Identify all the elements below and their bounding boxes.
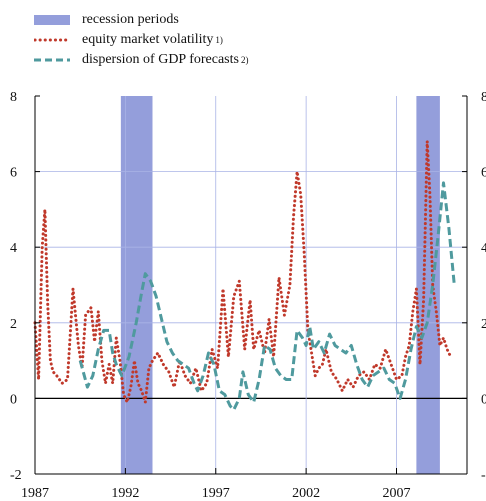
legend-swatch-volatility [34,38,70,42]
recession-bar-1 [416,96,440,474]
y-tick-label-right-5: 8 [481,90,486,105]
x-tick-label-1: 1992 [111,486,139,501]
y-tick-label-right-4: 6 [481,166,486,181]
y-tick-label-left-0: -2 [10,468,22,483]
legend-item-recession: recession periods [34,10,248,30]
y-tick-label-left-2: 2 [10,317,17,332]
legend: recession periods equity market volatili… [34,10,248,70]
legend-label-dispersion: dispersion of GDP forecasts [82,52,239,67]
series-line-dispersion [78,181,456,412]
series-line-volatility [33,139,453,404]
y-tick-label-right-3: 4 [481,241,486,256]
legend-swatch-recession [34,15,70,25]
y-tick-label-left-4: 6 [10,166,17,181]
x-tick-label-3: 2002 [292,486,320,501]
y-tick-label-right-2: 2 [481,317,486,332]
legend-label-recession: recession periods [82,12,179,27]
legend-label-volatility: equity market volatility [82,32,214,47]
legend-item-dispersion: dispersion of GDP forecasts 2) [34,50,248,70]
legend-footnote-volatility: 1) [215,35,223,45]
y-tick-label-right-1: 0 [481,392,486,407]
x-tick-label-0: 1987 [21,486,49,501]
x-tick-label-2: 1997 [202,486,230,501]
y-tick-label-right-0: - [481,468,486,483]
x-tick-label-4: 2007 [383,486,411,501]
y-tick-label-left-1: 0 [10,392,17,407]
y-tick-label-left-5: 8 [10,90,17,105]
recession-bar-0 [120,96,153,474]
legend-item-volatility: equity market volatility 1) [34,30,248,50]
y-tick-label-left-3: 4 [10,241,17,256]
legend-swatch-dispersion [34,58,70,62]
legend-footnote-dispersion: 2) [240,55,249,65]
